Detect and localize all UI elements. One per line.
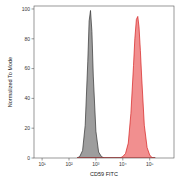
x-tick-label: 10² (65, 161, 73, 167)
x-tick-label: 10¹ (38, 161, 46, 167)
y-tick (32, 158, 35, 159)
y-tick (32, 128, 35, 129)
x-axis-label: CD59 FITC (90, 171, 118, 177)
y-tick (32, 68, 35, 69)
histogram-area (77, 16, 155, 158)
chart: 0 20 40 60 80 100 10¹ 10² 10³ 10⁴ 10⁵ CD59 FITC Norm… (0, 0, 180, 180)
x-tick-label: 10³ (92, 161, 100, 167)
y-axis-label: Normalized To Mode (7, 57, 13, 107)
y-tick (32, 8, 35, 9)
y-tick-label: 0 (27, 155, 30, 161)
y-tick-label: 20 (24, 125, 30, 131)
plot-marks (77, 10, 155, 158)
y-tick-label: 40 (24, 95, 30, 101)
x-tick-label: 10⁵ (146, 161, 154, 167)
y-tick-label: 80 (24, 36, 30, 42)
x-tick-label: 10⁴ (119, 161, 127, 167)
histogram-area (77, 10, 155, 158)
y-tick (32, 38, 35, 39)
plot-frame (34, 6, 174, 158)
y-tick-label: 60 (24, 65, 30, 71)
y-tick (32, 98, 35, 99)
y-tick-label: 100 (22, 6, 31, 12)
